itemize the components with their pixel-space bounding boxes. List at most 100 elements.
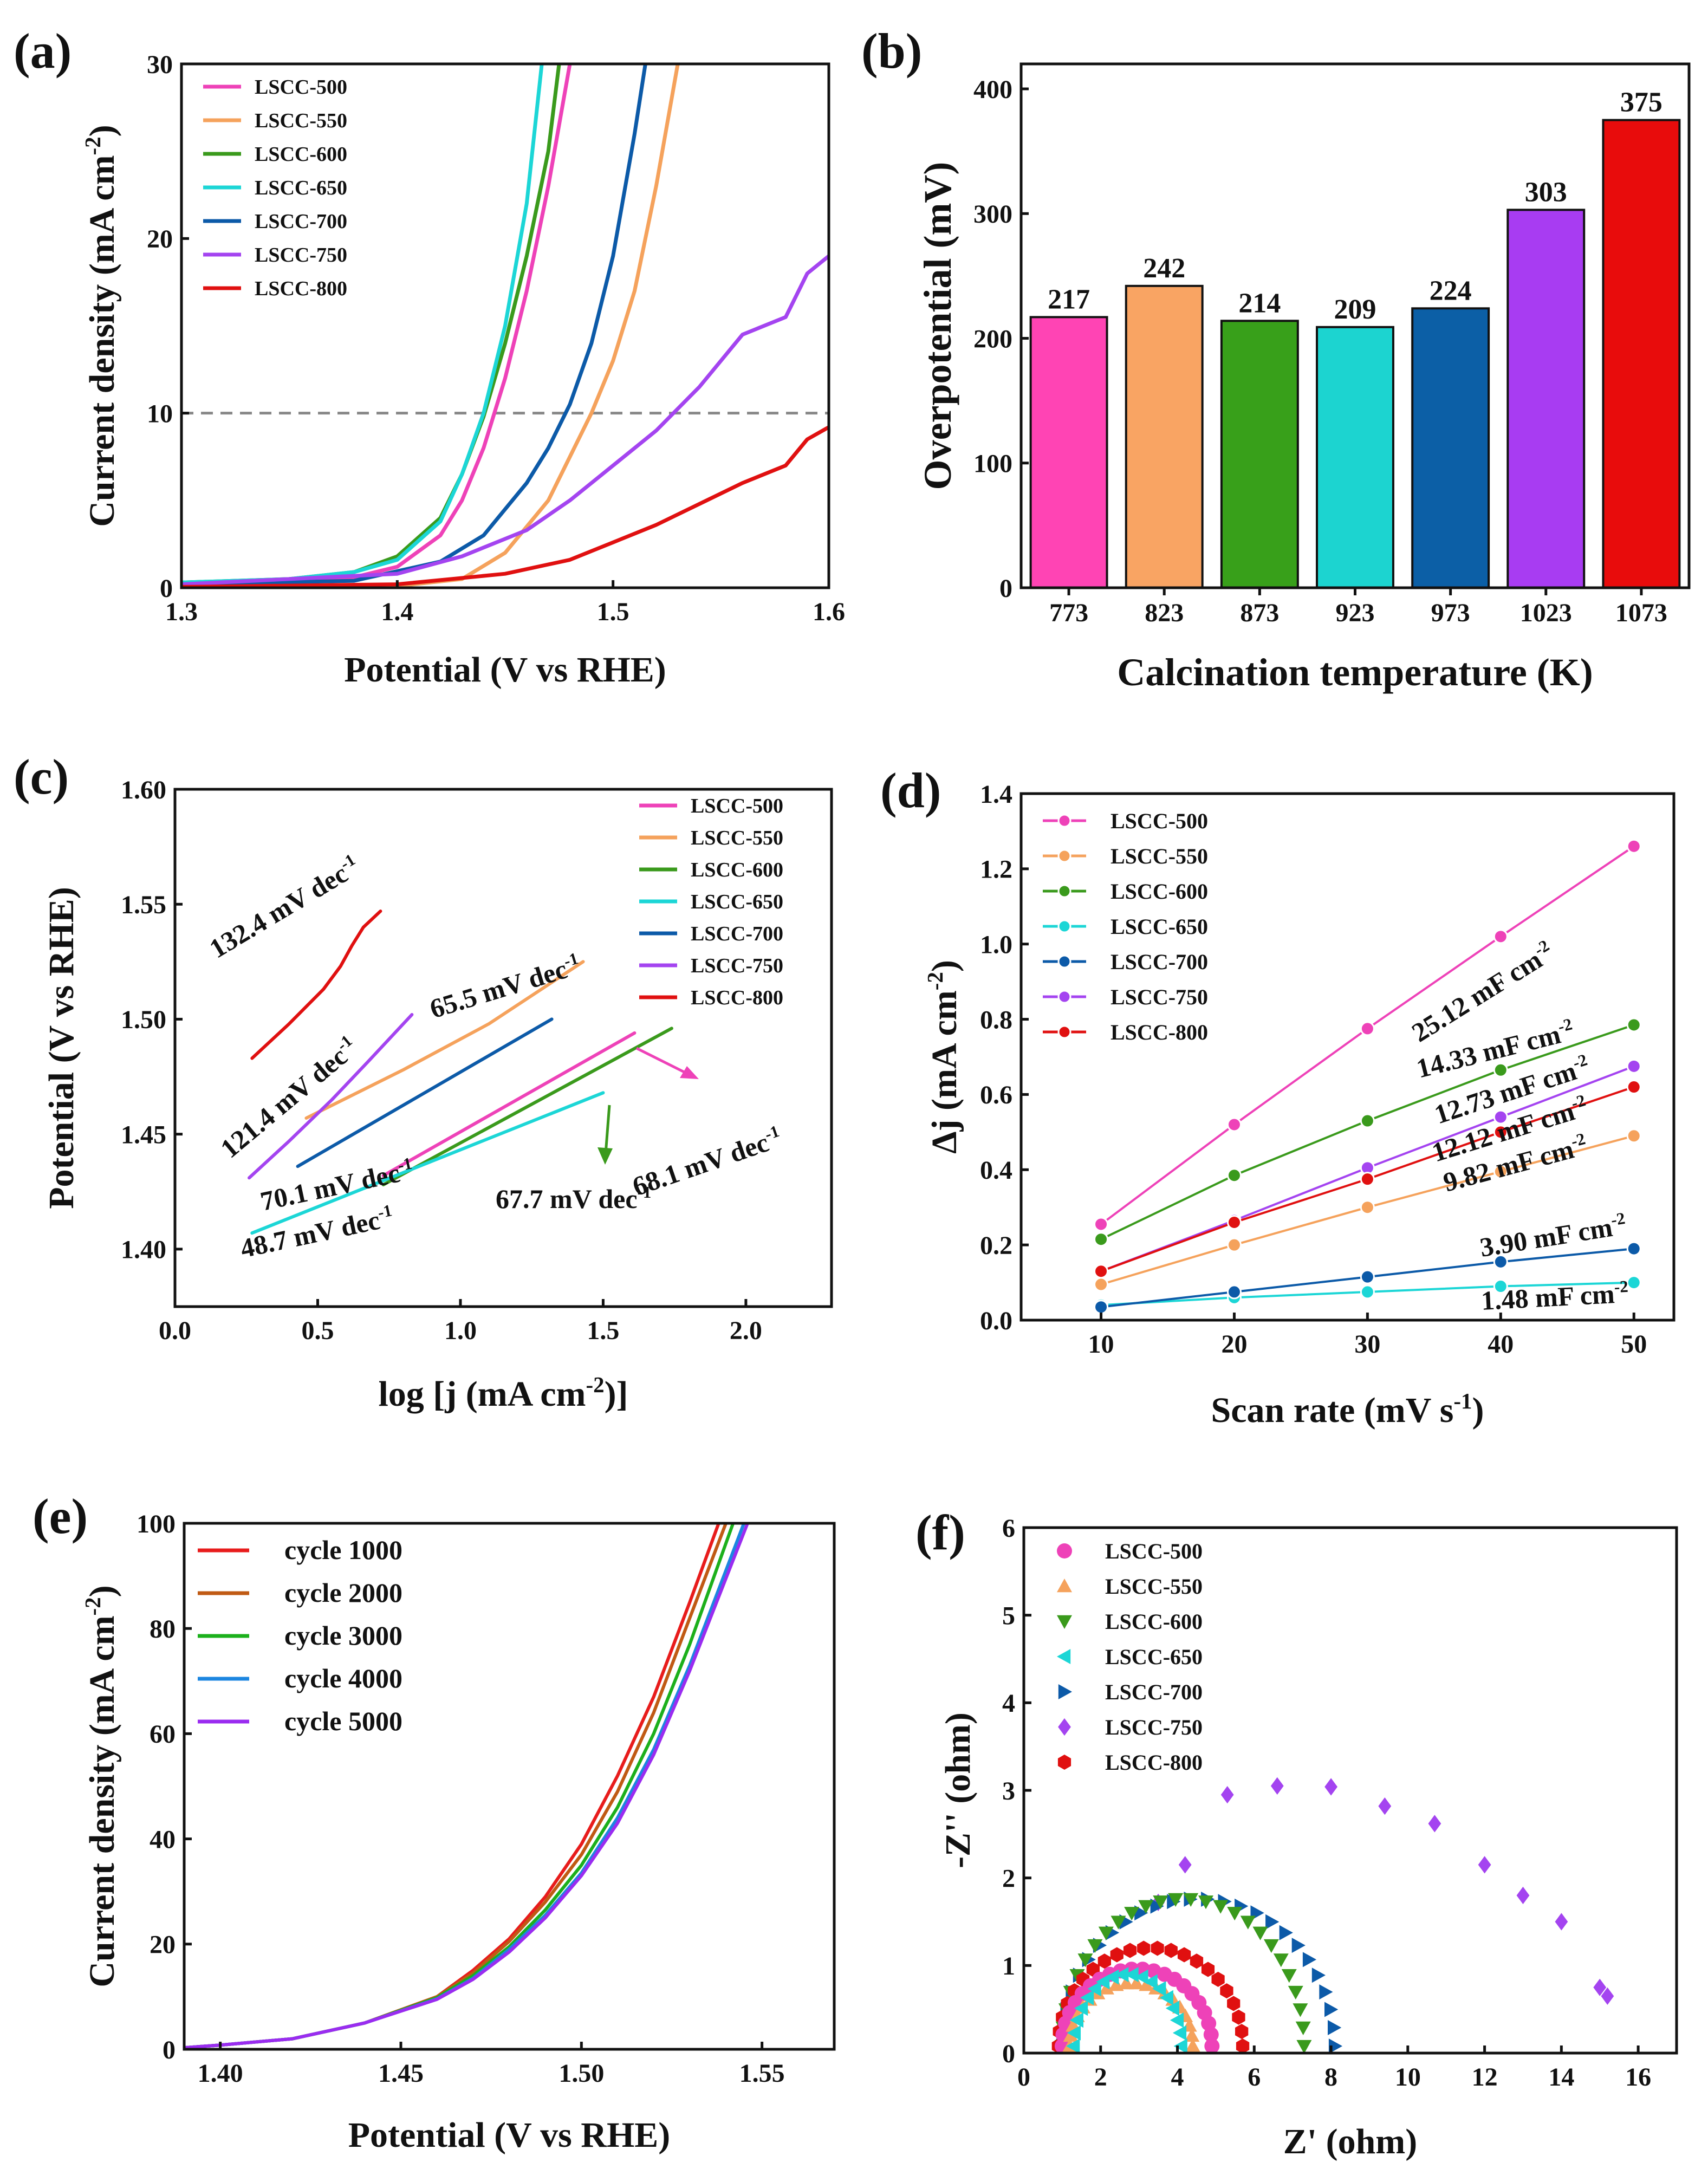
- f-xtick-label: 14: [1548, 2063, 1574, 2092]
- a-curve-LSCC-700: [181, 64, 647, 587]
- d-point-LSCC-550: [1226, 1237, 1242, 1252]
- f-ytick-label: 1: [1002, 1952, 1015, 1980]
- f-point-LSCC-750: [1220, 1786, 1234, 1804]
- d-ytick-label: 0.8: [980, 1005, 1012, 1034]
- d-point-LSCC-800: [1493, 1125, 1508, 1140]
- e-ytick-label: 60: [150, 1720, 176, 1749]
- c-legend-LSCC-800-label: LSCC-800: [691, 986, 783, 1009]
- c-annotation-LSCC-600-main: 67.7 mV dec: [496, 1184, 638, 1214]
- f-point-LSCC-700: [1302, 1952, 1317, 1967]
- c-legend-LSCC-500-label: LSCC-500: [691, 795, 783, 817]
- f-point-LSCC-700: [1328, 2020, 1342, 2035]
- f-point-LSCC-550: [1063, 2028, 1079, 2042]
- b-bar-value-873: 214: [1238, 288, 1281, 319]
- e-ytick-label: 20: [150, 1931, 176, 1959]
- e-xtick-label: 1.40: [198, 2059, 243, 2088]
- d-legend-marker-LSCC-550: [1057, 849, 1071, 863]
- f-point-LSCC-600: [1252, 1926, 1268, 1940]
- f-point-LSCC-500: [1203, 2027, 1219, 2042]
- f-point-LSCC-550: [1184, 2028, 1200, 2042]
- f-legend-marker-LSCC-750: [1058, 1718, 1071, 1736]
- d-point-LSCC-550: [1094, 1277, 1109, 1292]
- f-point-LSCC-600: [1168, 1893, 1184, 1907]
- d-legend-label-LSCC-600: LSCC-600: [1110, 879, 1208, 904]
- c-xtick-label: 1.5: [587, 1316, 619, 1345]
- d-point-LSCC-700: [1493, 1254, 1508, 1269]
- e-legend-label-cycle-2000: cycle 2000: [284, 1577, 402, 1608]
- e-legend-label-cycle-3000: cycle 3000: [284, 1620, 402, 1651]
- c-annotation-LSCC-600: 67.7 mV dec-1: [496, 1183, 651, 1214]
- f-legend-label-LSCC-750: LSCC-750: [1105, 1715, 1203, 1739]
- f-point-LSCC-800: [1190, 1953, 1204, 1969]
- b-bar-value-973: 224: [1430, 275, 1472, 306]
- d-point-LSCC-550: [1626, 1128, 1641, 1144]
- c-ytick-label: 1.45: [121, 1120, 166, 1149]
- e-curve-cycle-3000: [184, 1523, 735, 2049]
- d-point-LSCC-800: [1094, 1264, 1109, 1279]
- d-x-axis-title-tail: ): [1472, 1391, 1484, 1430]
- d-point-LSCC-600: [1094, 1232, 1109, 1247]
- d-legend-label-LSCC-650: LSCC-650: [1110, 914, 1208, 939]
- c-ytick-label: 1.55: [121, 891, 166, 919]
- d-legend-label-LSCC-750: LSCC-750: [1110, 985, 1208, 1009]
- b-y-axis-title: Overpotential (mV): [916, 162, 959, 490]
- panel-label-f: (f): [915, 1505, 965, 1560]
- f-point-LSCC-750: [1378, 1797, 1392, 1815]
- c-xtick-label: 1.0: [444, 1316, 477, 1345]
- d-point-LSCC-500: [1360, 1021, 1375, 1036]
- a-legend-LSCC-550-label: LSCC-550: [255, 109, 347, 132]
- f-point-LSCC-750: [1593, 1978, 1607, 1996]
- d-point-LSCC-750: [1493, 1109, 1508, 1125]
- d-legend-label-LSCC-500: LSCC-500: [1110, 809, 1208, 833]
- d-legend-label-LSCC-700: LSCC-700: [1110, 950, 1208, 974]
- a-y-axis-title: Current density (mA cm-2): [81, 125, 122, 527]
- f-point-LSCC-750: [1478, 1856, 1491, 1874]
- a-curve-LSCC-550: [181, 64, 680, 588]
- f-xtick-label: 6: [1248, 2063, 1261, 2092]
- e-legend-label-cycle-1000: cycle 1000: [284, 1535, 402, 1565]
- f-legend-marker-LSCC-500: [1057, 1543, 1072, 1558]
- a-legend-LSCC-700-label: LSCC-700: [255, 210, 347, 233]
- a-xtick-label: 1.5: [597, 598, 629, 626]
- d-xtick-label: 40: [1488, 1330, 1514, 1359]
- b-bar-1023: [1506, 209, 1586, 589]
- d-point-LSCC-650: [1493, 1279, 1508, 1294]
- f-point-LSCC-550: [1139, 1977, 1154, 1991]
- f-point-LSCC-800: [1164, 1943, 1178, 1958]
- f-point-LSCC-600: [1183, 1893, 1199, 1907]
- d-legend-label-LSCC-800: LSCC-800: [1110, 1020, 1208, 1044]
- f-legend-marker-LSCC-800: [1057, 1755, 1071, 1770]
- d-legend-marker-LSCC-700: [1057, 954, 1071, 969]
- f-legend-marker-LSCC-600: [1057, 1615, 1072, 1629]
- a-y-axis-title-sup: -2: [81, 137, 105, 155]
- f-xtick-label: 10: [1395, 2063, 1421, 2092]
- f-legend-marker-LSCC-550: [1057, 1579, 1072, 1593]
- b-xtick-label: 973: [1431, 599, 1470, 627]
- c-legend-LSCC-550-label: LSCC-550: [691, 827, 783, 849]
- f-point-LSCC-500: [1204, 2038, 1220, 2054]
- c-annotation-LSCC-800-main: 132.4 mV dec: [204, 858, 353, 964]
- d-y-axis-title-tail: ): [925, 960, 964, 972]
- b-xtick-label: 823: [1145, 599, 1184, 627]
- c-annotation-LSCC-650-main: 48.7 mV dec: [238, 1205, 382, 1264]
- c-line-LSCC-750: [248, 1013, 414, 1180]
- d-ytick-label: 0.4: [980, 1156, 1012, 1185]
- f-point-LSCC-700: [1311, 1967, 1326, 1983]
- c-annotation-LSCC-500: 68.1 mV dec-1: [628, 1121, 786, 1202]
- f-ytick-label: 4: [1002, 1689, 1015, 1718]
- d-ytick-label: 1.0: [980, 931, 1012, 959]
- c-annotation-LSCC-550-main: 65.5 mV dec: [426, 953, 571, 1024]
- f-xtick-label: 12: [1472, 2063, 1498, 2092]
- e-ytick-label: 100: [137, 1510, 176, 1538]
- d-slope-label-LSCC-700-sup: -2: [1609, 1209, 1626, 1230]
- b-ytick-label: 200: [973, 324, 1012, 353]
- d-xtick-label: 50: [1621, 1330, 1647, 1359]
- f-y-axis-title: -Z'' (ohm): [938, 1712, 978, 1868]
- f-point-LSCC-650: [1134, 1969, 1148, 1985]
- f-point-LSCC-700: [1324, 2002, 1339, 2017]
- f-point-LSCC-600: [1198, 1895, 1213, 1910]
- d-point-LSCC-500: [1626, 839, 1641, 854]
- d-legend-marker-LSCC-500: [1057, 814, 1071, 828]
- a-ytick-label: 10: [147, 399, 173, 428]
- f-x-axis-title: Z' (ohm): [1283, 2122, 1418, 2161]
